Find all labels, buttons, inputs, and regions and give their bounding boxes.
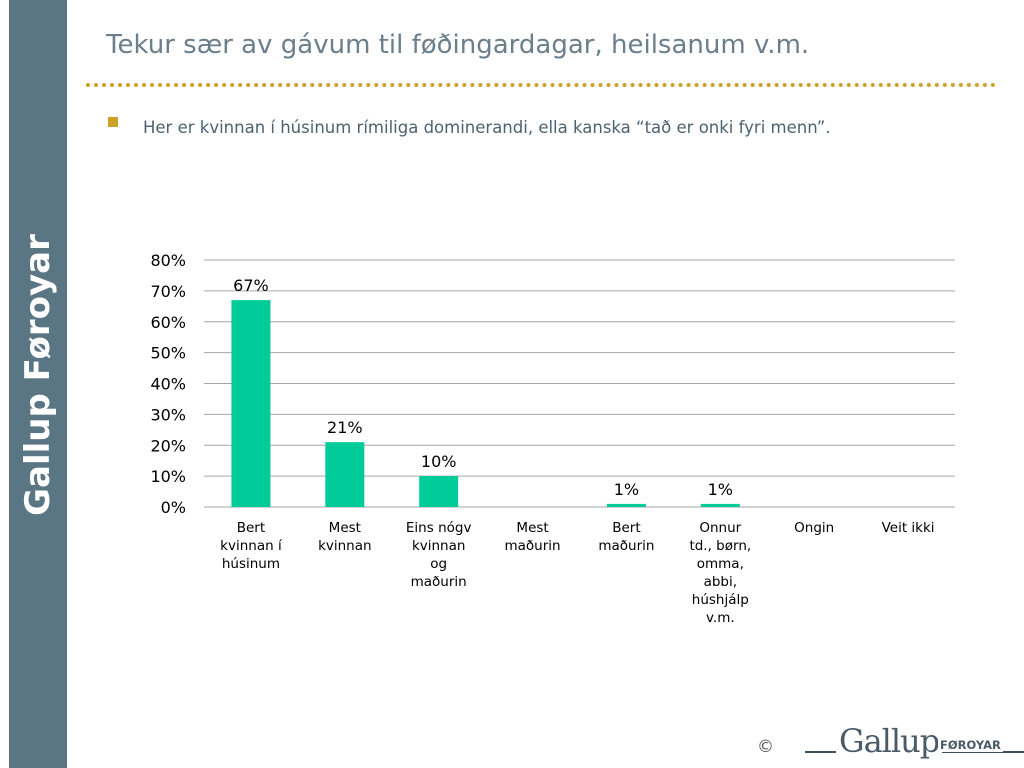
copyright-symbol: © [757, 737, 774, 757]
x-category-label: Mest maðurin [504, 520, 561, 554]
y-tick-label: 70% [150, 282, 186, 301]
bullet-text: Her er kvinnan í húsinum rímiliga domine… [143, 118, 831, 137]
bar [700, 503, 740, 507]
y-tick-label: 40% [150, 375, 186, 394]
side-strip [9, 0, 67, 768]
y-tick-label: 50% [150, 344, 186, 363]
y-tick-label: 10% [150, 467, 186, 486]
gallup-logo-subtitle: FØROYAR [938, 738, 1003, 752]
y-tick-label: 80% [150, 251, 186, 270]
x-category-label: Bert maðurin [598, 520, 655, 554]
data-label: 67% [233, 276, 269, 295]
x-category-label: Eins nógv kvinnan og maðurin [405, 520, 472, 590]
x-category-label: Bert kvinnan í húsinum [220, 520, 282, 572]
y-tick-label: 20% [150, 436, 186, 455]
bar [419, 476, 459, 507]
data-label: 10% [421, 452, 457, 471]
data-label: 1% [614, 480, 639, 499]
page-title: Tekur sær av gávum til føðingardagar, he… [106, 30, 810, 60]
x-category-label: Veit ikki [881, 520, 935, 536]
y-tick-label: 30% [150, 405, 186, 424]
bar [231, 300, 271, 507]
x-category-label: Mest kvinnan [318, 520, 372, 554]
data-label: 1% [708, 480, 733, 499]
bar [606, 503, 646, 507]
bullet-square-icon [108, 117, 118, 127]
title-divider [86, 83, 996, 87]
gallup-logo: Gallup [836, 722, 943, 760]
y-tick-label: 0% [161, 498, 186, 517]
x-category-label: Ongin [794, 520, 835, 536]
bar [325, 442, 365, 507]
x-category-label: Onnur td., børn, omma, abbi, húshjálp v.m. [689, 520, 752, 626]
y-tick-label: 60% [150, 313, 186, 332]
data-label: 21% [327, 418, 363, 437]
